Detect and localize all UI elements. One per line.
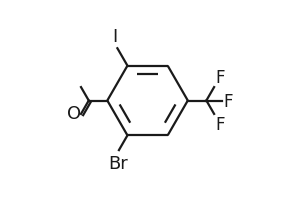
Text: O: O [68,105,82,123]
Text: F: F [223,92,232,110]
Text: Br: Br [108,154,128,172]
Text: F: F [215,69,225,86]
Text: I: I [112,28,118,46]
Text: F: F [215,116,225,133]
